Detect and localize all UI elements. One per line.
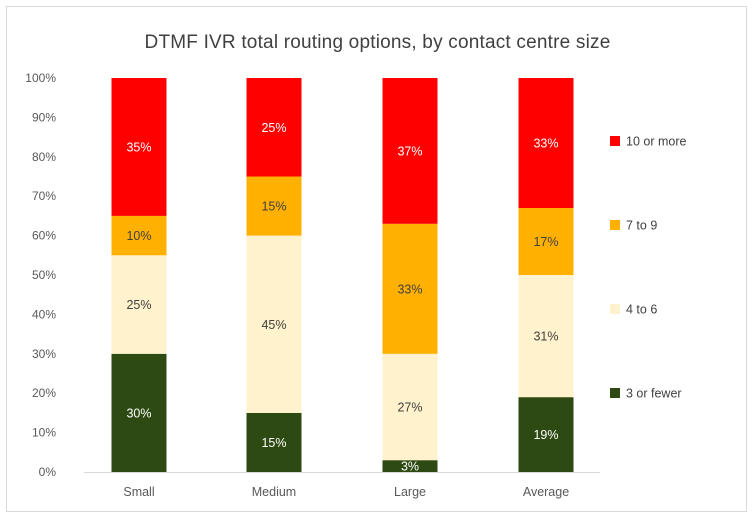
data-label: 31%	[533, 330, 558, 344]
x-category-label: Large	[394, 485, 426, 499]
bar-stack-average: 19% 31% 17% 33%	[518, 78, 574, 472]
legend-swatch	[610, 220, 620, 230]
y-tick-label: 60%	[32, 229, 56, 243]
data-label: 10%	[126, 229, 151, 243]
legend-label: 4 to 6	[626, 303, 657, 317]
data-label: 30%	[126, 406, 151, 420]
data-label: 3%	[401, 460, 419, 474]
legend: 10 or more 7 to 9 4 to 6 3 or fewer	[610, 135, 686, 401]
bar-segment	[111, 78, 167, 216]
y-tick-label: 40%	[32, 307, 56, 321]
y-tick-label: 100%	[25, 71, 56, 85]
bar-segment	[246, 412, 302, 472]
y-tick-label: 0%	[39, 465, 57, 479]
bar-stack-small: 30% 25% 10% 35%	[111, 78, 167, 472]
bar-segment	[111, 215, 167, 256]
data-label: 25%	[126, 298, 151, 312]
bar-segment	[382, 223, 438, 354]
bar-segment	[246, 235, 302, 413]
x-axis: Small Medium Large Average	[84, 472, 600, 499]
y-axis: 0% 10% 20% 30% 40% 50% 60% 70% 80% 90% 100%	[25, 71, 56, 479]
bar-segment	[518, 78, 574, 209]
x-category-label: Small	[123, 485, 154, 499]
chart-title: DTMF IVR total routing options, by conta…	[144, 32, 611, 53]
data-label: 37%	[397, 144, 422, 158]
data-label: 19%	[533, 428, 558, 442]
data-label: 27%	[397, 400, 422, 414]
bar-stack-medium: 15% 45% 15% 25%	[246, 78, 302, 472]
bar-segment	[382, 460, 438, 472]
data-label: 33%	[397, 282, 422, 296]
legend-item: 10 or more	[610, 135, 686, 149]
legend-label: 7 to 9	[626, 219, 657, 233]
data-label: 33%	[533, 137, 558, 151]
data-label: 15%	[261, 200, 286, 214]
bar-segment	[111, 353, 167, 472]
bar-segment	[246, 176, 302, 236]
legend-item: 7 to 9	[610, 219, 657, 233]
y-tick-label: 90%	[32, 110, 56, 124]
bar-segment	[518, 397, 574, 472]
y-tick-label: 80%	[32, 150, 56, 164]
y-tick-label: 70%	[32, 189, 56, 203]
bar-segment	[246, 78, 302, 177]
legend-swatch	[610, 136, 620, 146]
legend-swatch	[610, 388, 620, 398]
data-label: 17%	[533, 235, 558, 249]
legend-item: 4 to 6	[610, 303, 657, 317]
bar-segment	[518, 275, 574, 398]
y-tick-label: 50%	[32, 268, 56, 282]
data-label: 15%	[261, 436, 286, 450]
bar-segment	[111, 255, 167, 354]
x-category-label: Medium	[252, 485, 296, 499]
data-label: 25%	[261, 121, 286, 135]
bar-segment	[382, 78, 438, 224]
y-tick-label: 30%	[32, 347, 56, 361]
y-tick-label: 20%	[32, 386, 56, 400]
bars: 30% 25% 10% 35% 15% 45% 15% 25% 3% 27% 33% 37% 19% 31…	[111, 78, 574, 474]
data-label: 45%	[261, 318, 286, 332]
y-tick-label: 10%	[32, 426, 56, 440]
legend-swatch	[610, 304, 620, 314]
bar-stack-large: 3% 27% 33% 37%	[382, 78, 438, 474]
data-label: 35%	[126, 140, 151, 154]
legend-item: 3 or fewer	[610, 387, 682, 401]
bar-segment	[518, 208, 574, 275]
legend-label: 10 or more	[626, 135, 686, 149]
bar-segment	[382, 353, 438, 461]
legend-label: 3 or fewer	[626, 387, 682, 401]
x-category-label: Average	[523, 485, 569, 499]
